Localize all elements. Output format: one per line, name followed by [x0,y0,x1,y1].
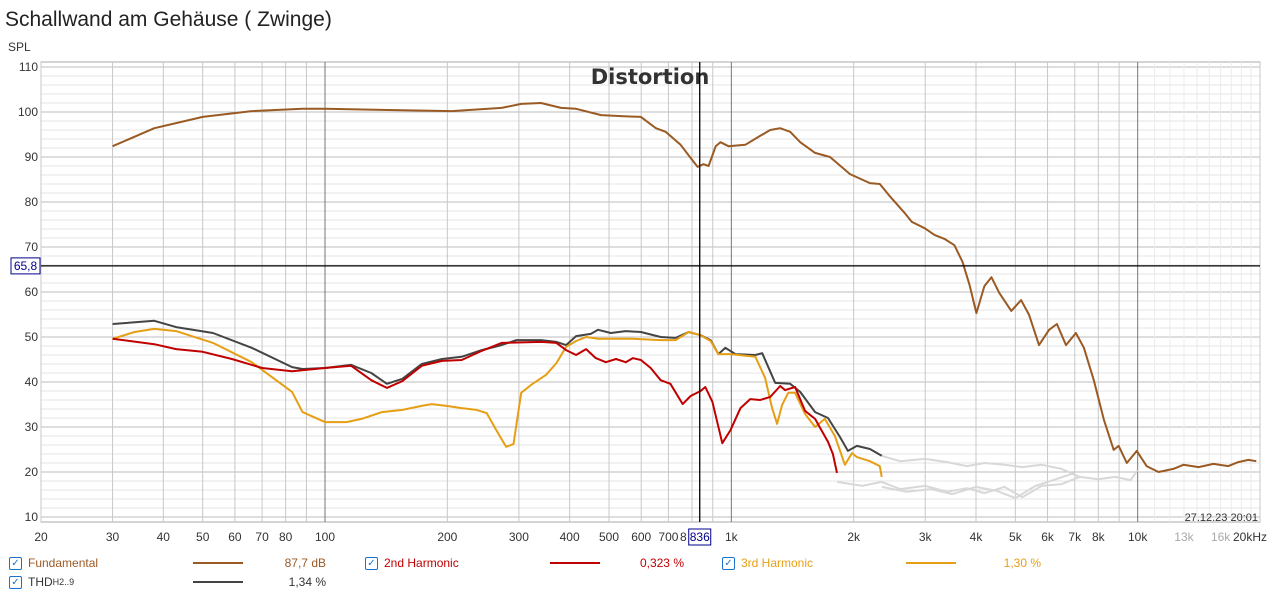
legend-swatch-fundamental [193,562,243,564]
x-tick-label: 7k [1068,530,1082,544]
series-line-2nd-harmonic [112,337,838,474]
y-tick-label: 100 [18,105,38,119]
window-title: Schallwand am Gehäuse ( Zwinge) [5,8,332,31]
y-tick-label: 80 [25,195,39,209]
series-line-3rd-harmonic [112,327,883,478]
x-tick-label: 40 [157,530,171,544]
distortion-chart[interactable]: 10 20 30 40 50 60 70 80 90 100 110 SPL 20 30 40 50 60 70 8… [0,0,1280,550]
checkbox-fundamental[interactable]: ✓ [9,556,22,570]
noise-trace [881,454,1139,482]
x-tick-label: 4k [970,530,984,544]
timestamp: 27.12.23 20:01 [1185,512,1258,524]
x-tick-label: 6k [1041,530,1055,544]
x-tick-label: 1k [725,530,739,544]
legend-label-sub: H2..9 [52,577,75,587]
x-tick-label: 13k [1174,530,1194,544]
noise-trace [881,471,1076,500]
legend-3rd-harmonic[interactable]: ✓ 3rd Harmonic [722,556,813,570]
legend-value-thd: 1,34 % [288,575,326,589]
x-tick-label: 300 [509,530,529,544]
y-tick-label: 10 [25,510,39,524]
x-tick-label: 8 [680,530,687,544]
legend-thd[interactable]: ✓ THD H2..9 [9,575,74,589]
legend-swatch-3rd-harmonic [906,562,956,564]
x-tick-label: 60 [228,530,242,544]
legend-fundamental[interactable]: ✓ Fundamental [9,556,98,570]
x-tick-label: 80 [279,530,293,544]
y-tick-label: 40 [25,375,39,389]
noise-trace [836,475,1081,499]
legend-value-2nd-harmonic: 0,323 % [639,556,684,570]
x-tick-label: 3k [919,530,933,544]
legend-2nd-harmonic[interactable]: ✓ 2nd Harmonic [365,556,459,570]
y-tick-label: 30 [25,420,39,434]
legend-swatch-2nd-harmonic [550,562,600,564]
cursor-y-box [10,257,41,275]
x-tick-label: 8k [1092,530,1106,544]
cursor-x-label: 836 [690,530,710,544]
chart-title: Distortion [591,65,710,89]
x-tick-label: 20kHz [1233,530,1267,544]
x-tick-label: 16k [1211,530,1231,544]
x-tick-label: 20 [34,530,48,544]
y-axis-label: SPL [8,40,31,54]
x-tick-label: 2k [847,530,861,544]
checkbox-thd[interactable]: ✓ [9,575,22,589]
series-line-fundamental [112,102,1257,473]
legend-swatch-thd [193,581,243,583]
x-tick-label: 5k [1009,530,1023,544]
y-tick-label: 70 [25,240,39,254]
y-tick-label: 50 [25,330,39,344]
legend-label: 3rd Harmonic [741,556,814,570]
x-tick-label: 200 [437,530,457,544]
legend-value-3rd-harmonic: 1,30 % [1003,556,1041,570]
x-tick-label: 400 [560,530,580,544]
x-tick-label: 50 [196,530,210,544]
x-tick-label: 500 [599,530,619,544]
y-tick-label: 110 [19,60,38,74]
legend-label: Fundamental [28,556,99,570]
x-tick-label: 700 [658,530,678,544]
y-tick-label: 60 [25,285,39,299]
x-tick-label: 30 [106,530,120,544]
checkbox-2nd-harmonic[interactable]: ✓ [365,556,378,570]
x-tick-label: 70 [255,530,269,544]
x-tick-label: 10k [1128,530,1148,544]
legend-label: THD [28,575,53,589]
checkbox-3rd-harmonic[interactable]: ✓ [722,556,735,570]
cursor-y-label: 65,8 [14,259,38,273]
cursor-x-box [688,528,712,546]
x-tick-label: 100 [315,530,335,544]
legend-label: 2nd Harmonic [384,556,459,570]
legend-value-fundamental: 87,7 dB [284,556,326,570]
x-tick-label: 600 [631,530,651,544]
y-tick-label: 90 [25,150,39,164]
y-tick-label: 20 [25,465,39,479]
